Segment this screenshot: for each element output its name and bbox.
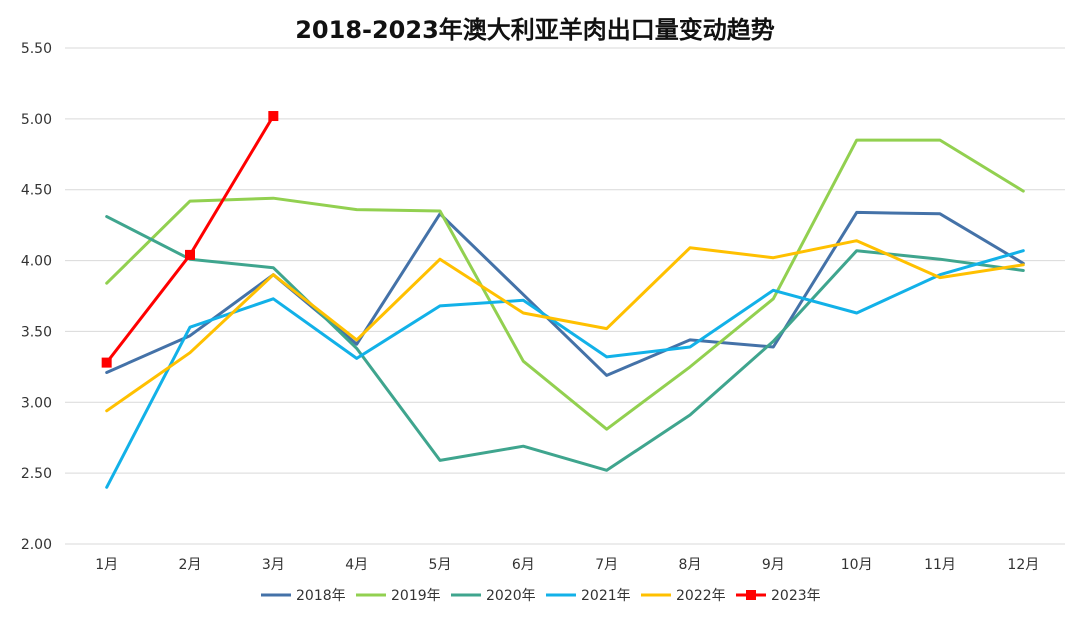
x-axis: 1月 2月 3月 4月 5月 6月 7月 8月 9月 10月 11月 12月	[95, 557, 1039, 573]
y-tick-label: 4.00	[21, 254, 52, 270]
y-tick-label: 3.50	[21, 324, 52, 340]
legend: 2018年 2019年 2020年 2021年 2022年 2023年	[261, 588, 821, 604]
series-6	[101, 111, 279, 368]
legend-item: 2019年	[356, 588, 441, 604]
y-tick-label: 5.50	[21, 41, 52, 57]
legend-item: 2022年	[641, 588, 726, 604]
x-tick-label: 4月	[345, 557, 368, 573]
legend-label: 2018年	[296, 588, 346, 604]
legend-item: 2021年	[546, 588, 631, 604]
series-4	[105, 249, 1025, 489]
legend-marker	[746, 590, 756, 600]
x-tick-label: 11月	[924, 557, 956, 573]
series-line	[105, 210, 1025, 377]
series-5	[105, 239, 1025, 413]
x-tick-label: 1月	[95, 557, 118, 573]
legend-label: 2022年	[676, 588, 726, 604]
legend-item: 2023年	[736, 588, 821, 604]
series-line	[105, 138, 1025, 431]
y-tick-label: 2.00	[21, 537, 52, 553]
legend-label: 2021年	[581, 588, 631, 604]
y-tick-label: 3.00	[21, 395, 52, 411]
data-point-marker	[101, 357, 112, 368]
y-tick-label: 2.50	[21, 466, 52, 482]
legend-label: 2019年	[391, 588, 441, 604]
x-tick-label: 8月	[679, 557, 702, 573]
y-tick-label: 5.00	[21, 112, 52, 128]
x-tick-label: 7月	[595, 557, 618, 573]
legend-item: 2020年	[451, 588, 536, 604]
series-3	[105, 215, 1025, 472]
legend-item: 2018年	[261, 588, 346, 604]
x-tick-label: 10月	[841, 557, 873, 573]
series-line	[105, 114, 275, 365]
series-line	[105, 239, 1025, 413]
x-tick-label: 5月	[429, 557, 452, 573]
y-tick-label: 4.50	[21, 183, 52, 199]
x-tick-label: 6月	[512, 557, 535, 573]
y-axis: 2.00 2.50 3.00 3.50 4.00 4.50 5.00 5.50	[21, 41, 52, 553]
x-tick-label: 2月	[179, 557, 202, 573]
x-tick-label: 3月	[262, 557, 285, 573]
x-tick-label: 9月	[762, 557, 785, 573]
chart-title: 2018-2023年澳大利亚羊肉出口量变动趋势	[295, 16, 775, 44]
series-lines	[101, 111, 1025, 489]
x-tick-label: 12月	[1007, 557, 1039, 573]
series-1	[105, 210, 1025, 377]
gridlines	[65, 47, 1065, 545]
series-line	[105, 249, 1025, 489]
series-2	[105, 138, 1025, 431]
legend-label: 2023年	[771, 588, 821, 604]
data-point-marker	[268, 111, 279, 122]
legend-label: 2020年	[486, 588, 536, 604]
series-line	[105, 215, 1025, 472]
data-point-marker	[185, 249, 195, 260]
